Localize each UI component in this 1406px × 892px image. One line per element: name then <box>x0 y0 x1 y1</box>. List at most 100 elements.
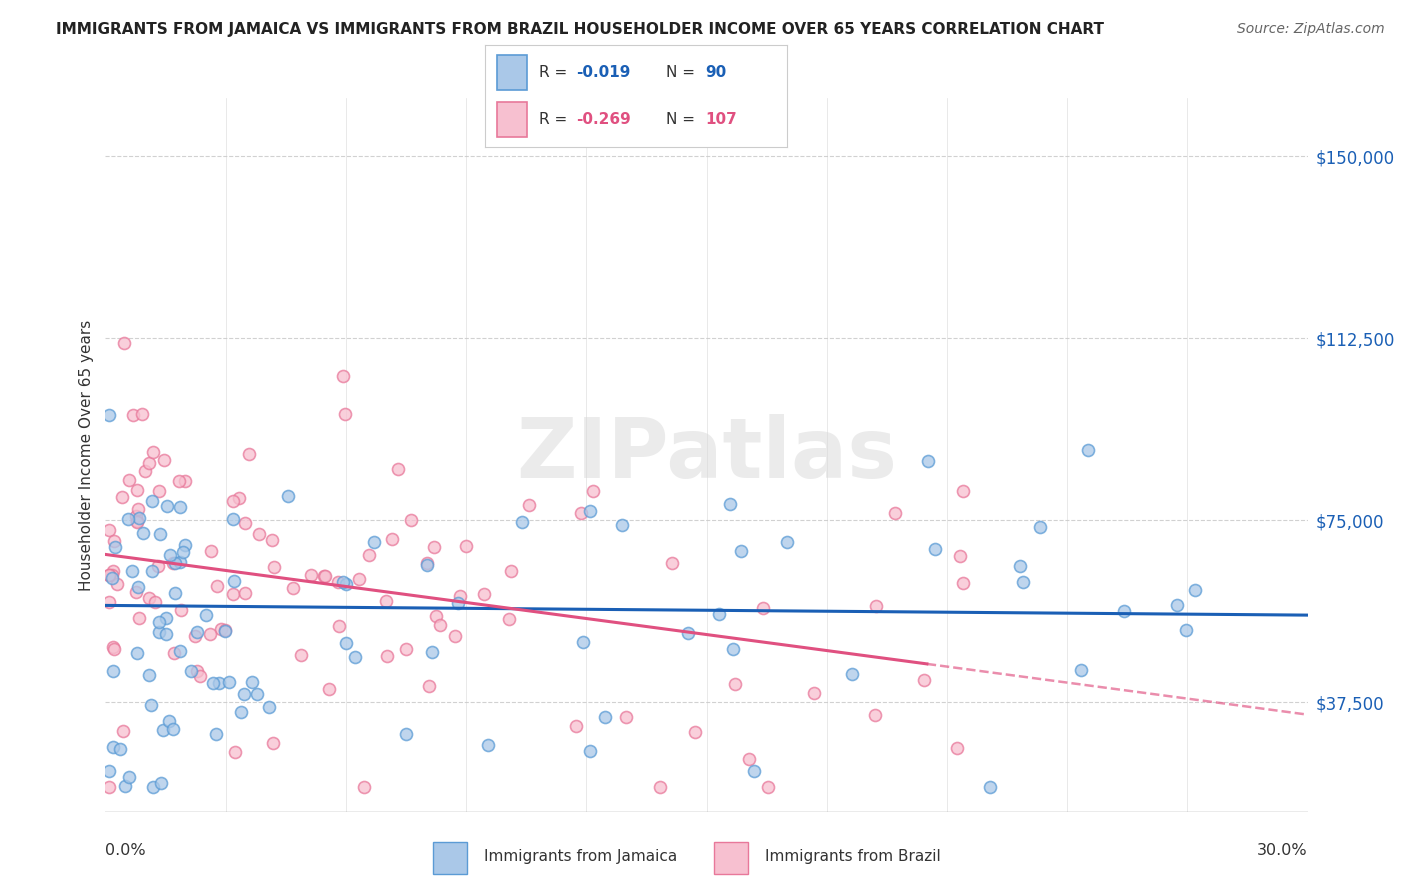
Point <box>200 543 222 558</box>
Point <box>224 574 246 589</box>
Point <box>593 710 616 724</box>
Point <box>98 780 121 795</box>
Point <box>1012 575 1035 590</box>
Point <box>138 457 160 471</box>
Point <box>724 676 747 690</box>
Point <box>579 744 602 758</box>
Point <box>979 780 1001 795</box>
Point <box>172 545 194 559</box>
Point <box>167 475 190 489</box>
Point <box>98 595 121 609</box>
Point <box>224 745 246 759</box>
Text: R =: R = <box>540 112 572 127</box>
Point <box>142 780 165 795</box>
Point <box>141 564 163 578</box>
Point <box>246 687 269 701</box>
Text: Immigrants from Brazil: Immigrants from Brazil <box>765 849 941 864</box>
Text: N =: N = <box>666 65 700 79</box>
Point <box>148 483 170 498</box>
Point <box>214 624 236 638</box>
Point <box>238 447 260 461</box>
Point <box>233 586 256 600</box>
Point <box>143 595 166 609</box>
Point <box>146 558 169 573</box>
Point <box>318 681 340 696</box>
Point <box>165 586 187 600</box>
Point <box>101 564 124 578</box>
Point <box>205 726 228 740</box>
Point <box>683 725 706 739</box>
Point <box>101 571 124 585</box>
Point <box>103 534 125 549</box>
Point <box>162 556 184 570</box>
Point <box>314 569 336 583</box>
Point <box>416 556 439 570</box>
Point <box>111 724 134 739</box>
Point <box>127 514 149 528</box>
Text: 0.0%: 0.0% <box>105 843 146 858</box>
Text: IMMIGRANTS FROM JAMAICA VS IMMIGRANTS FROM BRAZIL HOUSEHOLDER INCOME OVER 65 YEA: IMMIGRANTS FROM JAMAICA VS IMMIGRANTS FR… <box>56 22 1104 37</box>
Point <box>157 714 180 728</box>
Point <box>343 650 366 665</box>
Point <box>395 641 418 656</box>
Point <box>333 407 356 421</box>
Point <box>579 503 602 517</box>
Point <box>222 493 245 508</box>
Point <box>134 464 156 478</box>
Point <box>198 627 221 641</box>
Point <box>357 548 380 562</box>
Point <box>472 586 495 600</box>
Point <box>517 498 540 512</box>
FancyBboxPatch shape <box>498 102 527 137</box>
Point <box>117 512 139 526</box>
Point <box>614 709 637 723</box>
Text: Source: ZipAtlas.com: Source: ZipAtlas.com <box>1237 22 1385 37</box>
Point <box>169 644 191 658</box>
Text: 30.0%: 30.0% <box>1257 843 1308 858</box>
Point <box>162 722 184 736</box>
Point <box>222 512 245 526</box>
Point <box>125 647 148 661</box>
Point <box>332 574 354 589</box>
Point <box>122 409 145 423</box>
Text: 107: 107 <box>706 112 738 127</box>
Point <box>332 369 354 384</box>
Point <box>415 558 437 572</box>
Point <box>169 500 191 514</box>
Point <box>112 336 135 351</box>
Text: N =: N = <box>666 112 700 127</box>
Point <box>218 675 240 690</box>
Point <box>121 565 143 579</box>
Point <box>676 625 699 640</box>
Point <box>865 599 887 613</box>
Point <box>1112 604 1135 618</box>
Point <box>260 533 283 547</box>
Point <box>108 742 131 756</box>
FancyBboxPatch shape <box>498 55 527 90</box>
Text: R =: R = <box>540 65 572 79</box>
Point <box>201 675 224 690</box>
Point <box>425 608 447 623</box>
Point <box>661 556 683 570</box>
Point <box>569 506 592 520</box>
Point <box>98 568 121 582</box>
Point <box>498 612 520 626</box>
Point <box>186 625 208 640</box>
Point <box>949 549 972 563</box>
Point <box>169 555 191 569</box>
Point <box>374 593 396 607</box>
Point <box>148 625 170 640</box>
Point <box>1166 598 1188 612</box>
Point <box>326 574 349 589</box>
Point <box>312 569 335 583</box>
Point <box>138 591 160 606</box>
Point <box>776 534 799 549</box>
Point <box>209 623 232 637</box>
Point <box>952 484 974 499</box>
Point <box>127 502 149 516</box>
Point <box>447 596 470 610</box>
Point <box>163 556 186 570</box>
Point <box>152 723 174 737</box>
FancyBboxPatch shape <box>433 842 467 874</box>
Point <box>737 752 759 766</box>
